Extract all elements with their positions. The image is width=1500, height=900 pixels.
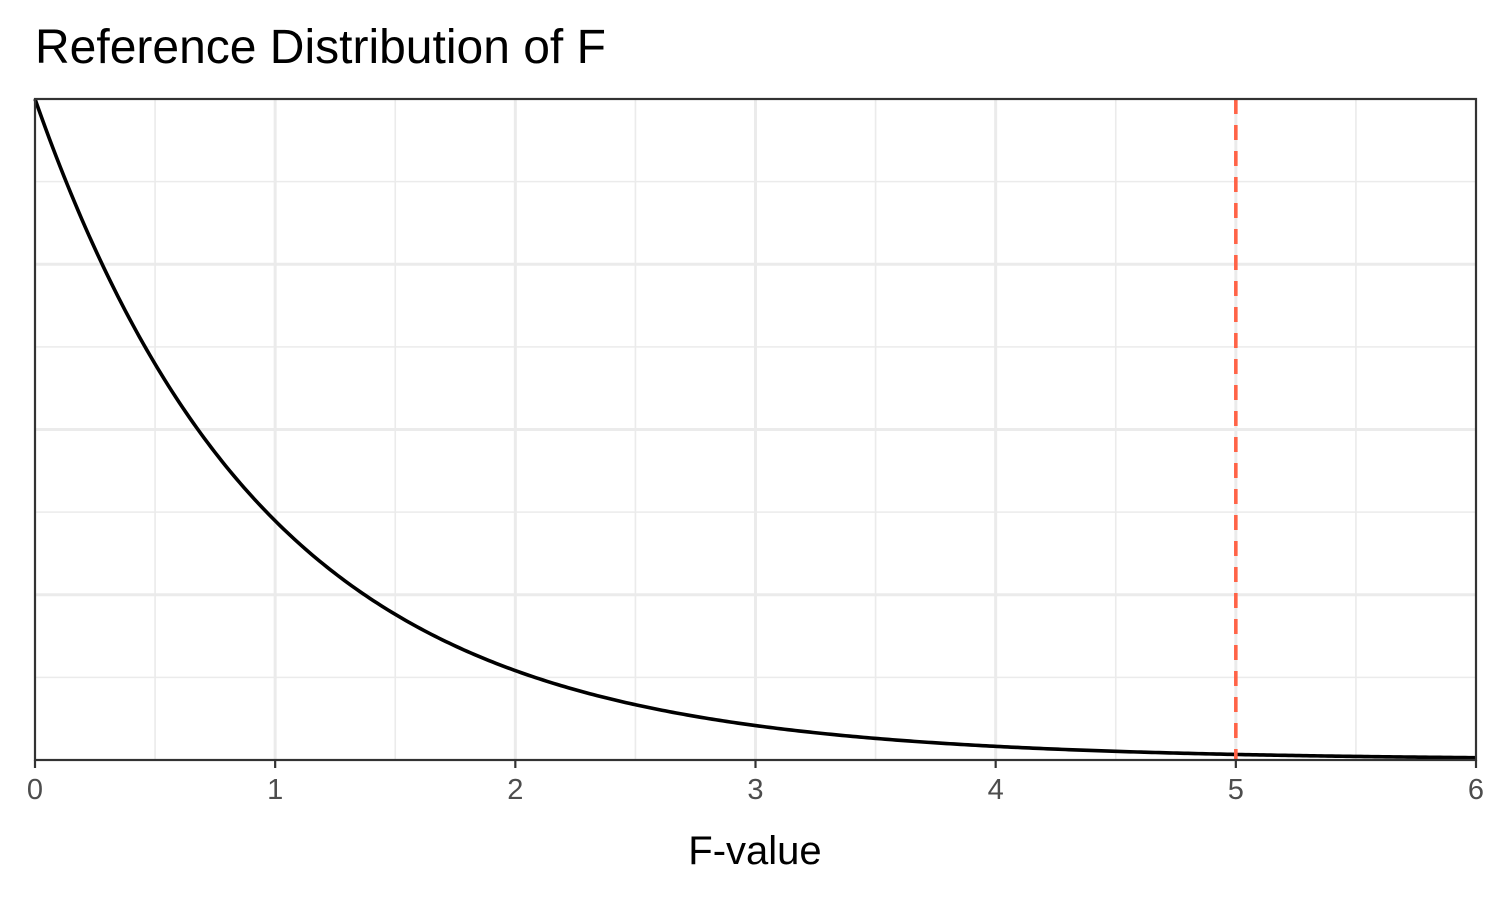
chart-title: Reference Distribution of F: [35, 21, 606, 74]
x-tick-label: 2: [507, 774, 523, 806]
x-tick-label: 3: [747, 774, 763, 806]
x-tick-label: 0: [27, 774, 43, 806]
x-axis-ticks: 0 1 2 3 4 5 6: [27, 760, 1484, 806]
x-tick-label: 5: [1228, 774, 1244, 806]
x-tick-label: 1: [267, 774, 283, 806]
x-tick-label: 6: [1468, 774, 1484, 806]
x-axis-label: F-value: [688, 829, 821, 873]
x-tick-label: 4: [988, 774, 1004, 806]
grid: [35, 99, 1476, 760]
